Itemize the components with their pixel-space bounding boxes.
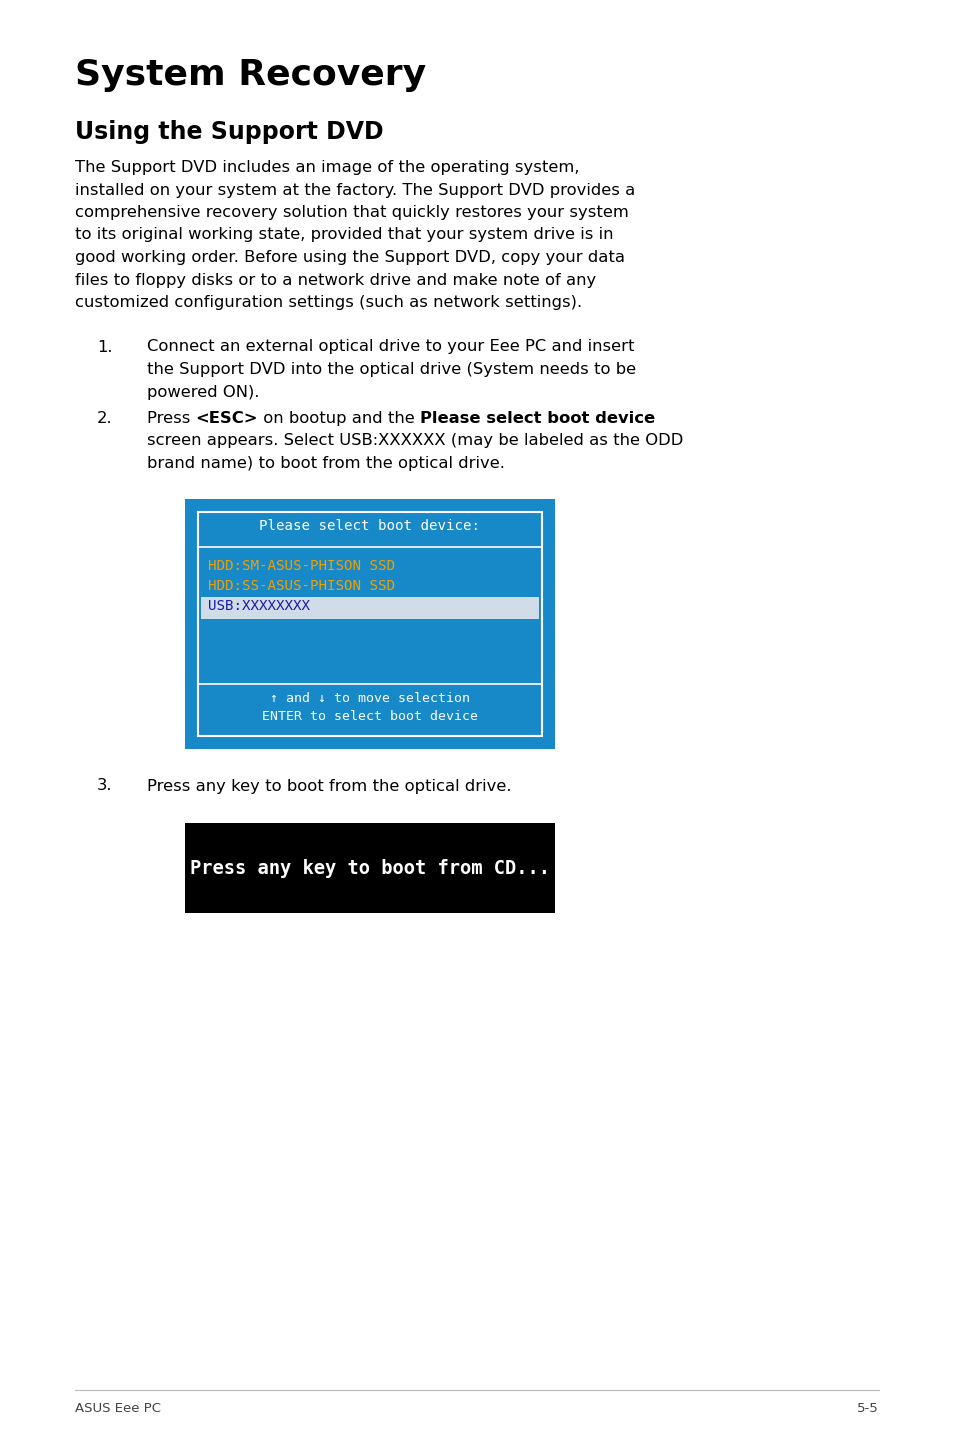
Text: installed on your system at the factory. The Support DVD provides a: installed on your system at the factory.…: [75, 183, 635, 197]
Text: 2.: 2.: [97, 411, 112, 426]
Text: files to floppy disks or to a network drive and make note of any: files to floppy disks or to a network dr…: [75, 272, 596, 288]
Text: customized configuration settings (such as network settings).: customized configuration settings (such …: [75, 295, 581, 311]
Text: 5-5: 5-5: [857, 1402, 878, 1415]
Text: to its original working state, provided that your system drive is in: to its original working state, provided …: [75, 227, 613, 243]
Text: on bootup and the: on bootup and the: [258, 411, 419, 426]
Text: System Recovery: System Recovery: [75, 58, 426, 92]
Text: 1.: 1.: [97, 339, 112, 355]
Text: Please select boot device:: Please select boot device:: [259, 519, 480, 533]
Text: Press: Press: [147, 411, 195, 426]
Text: The Support DVD includes an image of the operating system,: The Support DVD includes an image of the…: [75, 160, 578, 175]
Bar: [185, 823, 555, 913]
Text: Using the Support DVD: Using the Support DVD: [75, 119, 383, 144]
Bar: [201, 597, 538, 618]
Text: HDD:SS-ASUS-PHISON SSD: HDD:SS-ASUS-PHISON SSD: [208, 578, 395, 592]
Text: USB:XXXXXXXX: USB:XXXXXXXX: [208, 598, 310, 613]
Text: the Support DVD into the optical drive (System needs to be: the Support DVD into the optical drive (…: [147, 362, 636, 377]
Text: screen appears. Select USB:XXXXXX (may be labeled as the ODD: screen appears. Select USB:XXXXXX (may b…: [147, 433, 682, 449]
Text: Connect an external optical drive to your Eee PC and insert: Connect an external optical drive to you…: [147, 339, 634, 355]
Text: Press any key to boot from CD...: Press any key to boot from CD...: [190, 858, 550, 877]
Text: brand name) to boot from the optical drive.: brand name) to boot from the optical dri…: [147, 456, 504, 472]
Text: Please select boot device: Please select boot device: [419, 411, 655, 426]
Text: comprehensive recovery solution that quickly restores your system: comprehensive recovery solution that qui…: [75, 206, 628, 220]
Bar: [185, 499, 555, 749]
Bar: [198, 512, 541, 735]
Text: good working order. Before using the Support DVD, copy your data: good working order. Before using the Sup…: [75, 250, 624, 265]
Text: <ESC>: <ESC>: [195, 411, 258, 426]
Text: ↑ and ↓ to move selection: ↑ and ↓ to move selection: [270, 692, 470, 705]
Text: Press any key to boot from the optical drive.: Press any key to boot from the optical d…: [147, 778, 511, 794]
Text: HDD:SM-ASUS-PHISON SSD: HDD:SM-ASUS-PHISON SSD: [208, 558, 395, 572]
Text: ASUS Eee PC: ASUS Eee PC: [75, 1402, 161, 1415]
Text: 3.: 3.: [97, 778, 112, 794]
Text: powered ON).: powered ON).: [147, 384, 259, 400]
Text: ENTER to select boot device: ENTER to select boot device: [262, 710, 477, 723]
